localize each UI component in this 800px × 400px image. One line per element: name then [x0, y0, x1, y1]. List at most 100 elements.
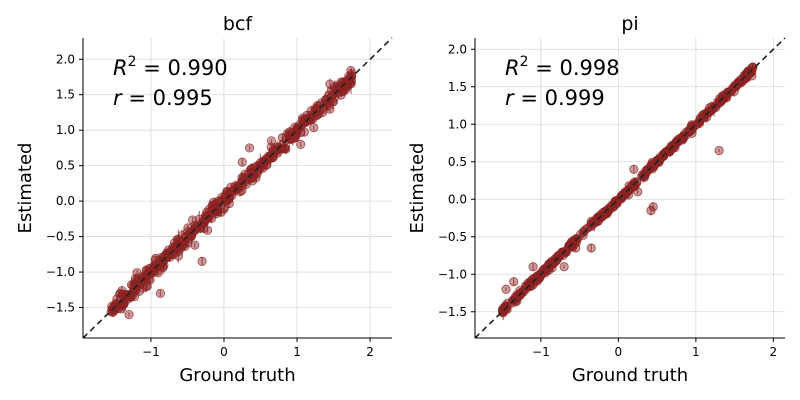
identity-dashed-line: [474, 37, 786, 339]
data-point: [296, 128, 306, 138]
chart-title: pi: [621, 13, 638, 35]
y-tick-label: −1.0: [438, 267, 467, 281]
data-point: [318, 107, 328, 118]
data-point: [208, 200, 218, 210]
data-point: [252, 168, 262, 178]
x-axis-label: Ground truth: [572, 365, 688, 386]
data-point: [567, 237, 577, 248]
data-point: [185, 231, 196, 241]
panel-pi: −1 0 1 2 −1.5 −1.0 −0.5 0.0 0.5 1.0 1.5 2.0 pi Grou…: [407, 13, 786, 386]
x-tick-label: −1: [532, 345, 550, 359]
y-tick-label: −0.5: [46, 230, 75, 244]
data-point: [529, 278, 539, 288]
data-point: [309, 123, 319, 133]
data-point: [571, 243, 581, 253]
data-point: [501, 284, 511, 294]
data-point: [153, 268, 163, 278]
x-tick-label: 2: [366, 345, 374, 359]
data-point: [544, 259, 554, 269]
data-point: [237, 157, 247, 167]
grid: [83, 38, 392, 338]
data-point: [748, 62, 758, 72]
stats-annotation: R2 = 0.990 r = 0.995: [113, 54, 228, 110]
grid: [475, 38, 785, 338]
data-point: [646, 205, 656, 216]
data-point: [561, 247, 571, 257]
y-axis-label: Estimated: [407, 143, 428, 234]
y-tick-label: 0.0: [56, 194, 75, 208]
data-point: [747, 63, 757, 73]
x-axis-label: Ground truth: [179, 365, 295, 386]
data-point: [167, 249, 177, 259]
data-point: [633, 187, 643, 197]
identity-dashed-line: [82, 37, 393, 339]
data-point: [687, 128, 697, 138]
data-point: [325, 79, 335, 89]
data-point: [142, 281, 152, 291]
x-tick-label: 1: [293, 345, 301, 359]
data-point: [715, 94, 725, 104]
x-tick-label: 1: [692, 345, 700, 359]
data-point: [197, 256, 207, 267]
data-point: [714, 145, 724, 156]
y-tick-label: −1.0: [46, 265, 75, 279]
r-annotation: r = 0.999: [505, 86, 605, 110]
data-point: [190, 225, 201, 235]
data-point: [629, 164, 639, 174]
y-tick-label: −1.5: [46, 301, 75, 315]
data-point: [707, 104, 718, 114]
data-point: [282, 129, 292, 139]
x-tick-label: 2: [770, 345, 778, 359]
panel-bcf: −1 0 1 2 −1.5 −1.0 −0.5 0.0 0.5 1.0 1.5 2.0 bcf Gro…: [15, 13, 393, 386]
data-point: [244, 143, 255, 153]
data-point: [652, 155, 662, 165]
data-point: [130, 277, 140, 287]
data-point: [600, 209, 610, 219]
data-point: [665, 147, 675, 157]
y-tick-label: 1.5: [56, 88, 75, 102]
y-tick-label: 0.5: [56, 159, 75, 173]
data-point: [155, 288, 166, 298]
y-tick-label: 0.0: [448, 192, 467, 206]
y-axis-label: Estimated: [15, 143, 36, 234]
x-tick-label: 0: [615, 345, 623, 359]
data-point: [699, 109, 709, 119]
data-point: [170, 242, 180, 253]
data-point: [124, 309, 134, 320]
data-point: [738, 76, 748, 86]
x-tick-label: 0: [220, 345, 228, 359]
data-point: [173, 234, 184, 244]
r-squared-annotation: R2 = 0.998: [505, 54, 620, 80]
r-squared-annotation: R2 = 0.990: [113, 54, 228, 80]
data-point: [128, 287, 139, 297]
y-tick-label: 1.0: [56, 123, 75, 137]
y-tick-label: −1.5: [438, 305, 467, 319]
data-point: [157, 258, 167, 268]
data-point: [528, 262, 538, 272]
data-point: [586, 243, 596, 253]
data-point: [266, 136, 277, 146]
data-point: [509, 277, 519, 287]
data-point: [308, 114, 318, 124]
y-tick-label: −0.5: [438, 230, 467, 244]
y-tick-label: 2.0: [448, 42, 467, 56]
data-point: [275, 143, 285, 154]
data-point: [550, 254, 561, 264]
data-point: [296, 139, 306, 149]
data-point: [140, 271, 150, 281]
y-tick-label: 1.5: [448, 80, 467, 94]
data-point: [592, 217, 602, 227]
chart-title: bcf: [223, 13, 254, 35]
data-point: [346, 66, 356, 76]
axes: −1 0 1 2 −1.5 −1.0 −0.5 0.0 0.5 1.0 1.5 2.0: [46, 38, 392, 359]
axes: −1 0 1 2 −1.5 −1.0 −0.5 0.0 0.5 1.0 1.5 2.0: [438, 38, 785, 359]
x-tick-label: −1: [142, 345, 160, 359]
y-tick-label: 0.5: [448, 155, 467, 169]
y-tick-label: 2.0: [56, 52, 75, 66]
y-tick-label: 1.0: [448, 117, 467, 131]
data-point: [115, 289, 125, 299]
data-point: [298, 115, 308, 125]
r-annotation: r = 0.995: [113, 86, 213, 110]
stats-annotation: R2 = 0.998 r = 0.999: [505, 54, 620, 110]
